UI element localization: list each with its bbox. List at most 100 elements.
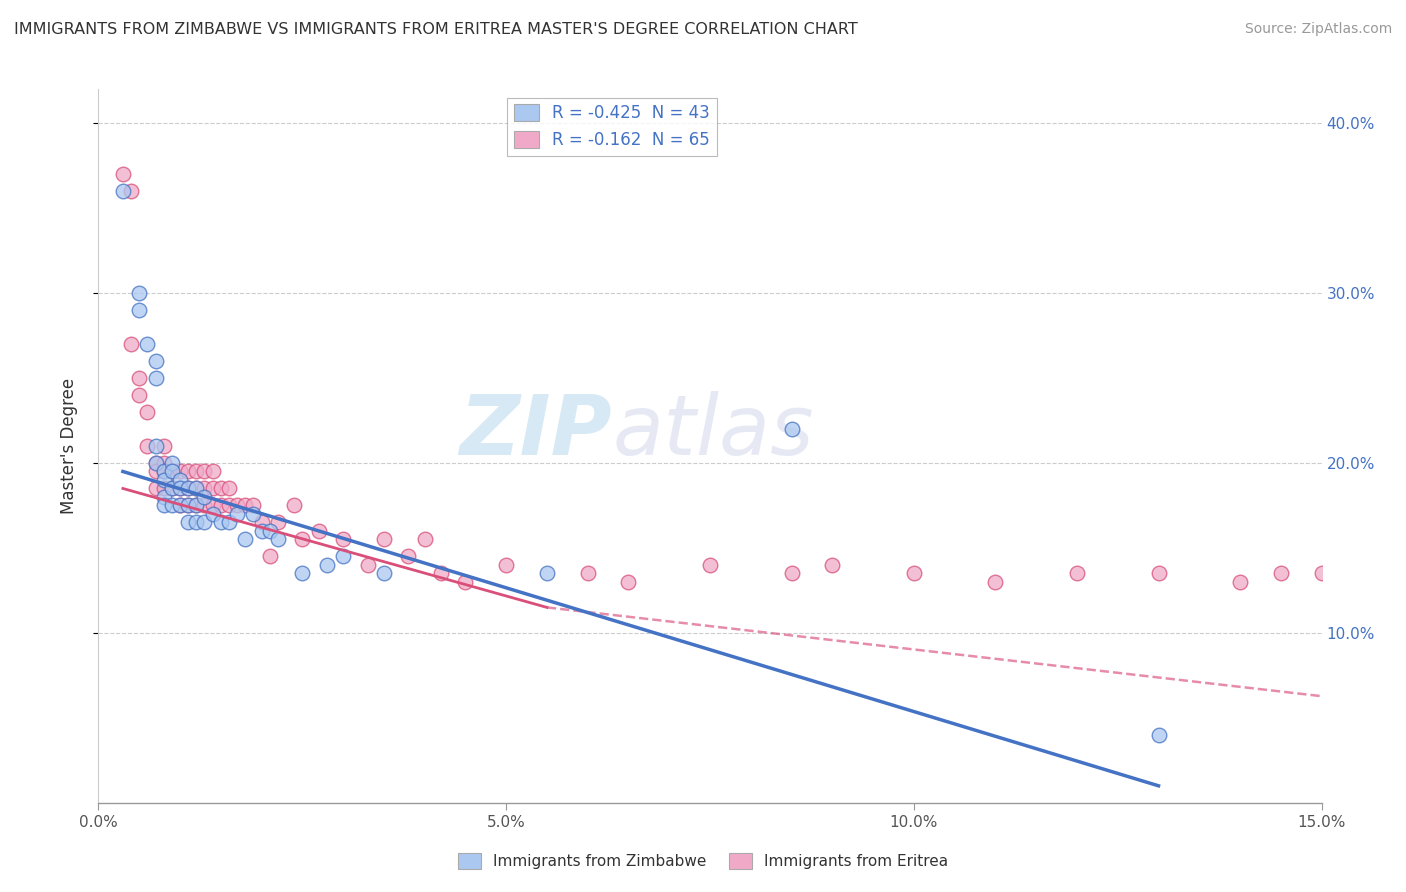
Point xyxy=(201,465,224,479)
Point xyxy=(186,499,208,513)
Point xyxy=(308,524,330,538)
Point xyxy=(111,167,134,181)
Point xyxy=(152,439,174,453)
Point xyxy=(177,516,200,530)
Point xyxy=(186,516,208,530)
Point xyxy=(145,482,167,496)
Point xyxy=(193,482,215,496)
Point xyxy=(283,499,305,513)
Point xyxy=(430,566,453,581)
Point xyxy=(111,184,134,198)
Point xyxy=(903,566,925,581)
Point xyxy=(201,507,224,521)
Point xyxy=(145,456,167,470)
Point xyxy=(1270,566,1292,581)
Point xyxy=(177,499,200,513)
Point xyxy=(128,303,150,318)
Point xyxy=(186,482,208,496)
Point xyxy=(160,456,183,470)
Point xyxy=(356,558,378,572)
Point xyxy=(152,465,174,479)
Point xyxy=(242,507,264,521)
Point xyxy=(495,558,517,572)
Point xyxy=(291,566,314,581)
Point xyxy=(233,533,256,547)
Point xyxy=(780,422,803,436)
Point xyxy=(120,184,142,198)
Point xyxy=(1229,574,1251,589)
Point xyxy=(152,473,174,487)
Point xyxy=(1066,566,1088,581)
Point xyxy=(780,566,803,581)
Point xyxy=(136,439,159,453)
Text: Source: ZipAtlas.com: Source: ZipAtlas.com xyxy=(1244,22,1392,37)
Point xyxy=(332,533,354,547)
Point xyxy=(145,354,167,368)
Point xyxy=(177,482,200,496)
Point xyxy=(315,558,337,572)
Point xyxy=(186,482,208,496)
Point xyxy=(136,405,159,419)
Point xyxy=(193,465,215,479)
Point xyxy=(160,499,183,513)
Point xyxy=(177,499,200,513)
Point xyxy=(169,465,191,479)
Point xyxy=(984,574,1007,589)
Point xyxy=(242,499,264,513)
Point xyxy=(821,558,844,572)
Point xyxy=(209,516,232,530)
Point xyxy=(145,456,167,470)
Point xyxy=(1351,634,1374,648)
Point xyxy=(177,465,200,479)
Point xyxy=(373,533,395,547)
Point xyxy=(576,566,599,581)
Point xyxy=(1310,566,1333,581)
Point xyxy=(536,566,558,581)
Point xyxy=(332,549,354,564)
Y-axis label: Master's Degree: Master's Degree xyxy=(59,378,77,514)
Point xyxy=(136,337,159,351)
Point xyxy=(169,499,191,513)
Point xyxy=(218,482,240,496)
Point xyxy=(160,482,183,496)
Point xyxy=(250,524,273,538)
Point xyxy=(193,490,215,504)
Point xyxy=(699,558,721,572)
Point xyxy=(169,473,191,487)
Point xyxy=(267,516,290,530)
Point xyxy=(413,533,436,547)
Legend: Immigrants from Zimbabwe, Immigrants from Eritrea: Immigrants from Zimbabwe, Immigrants fro… xyxy=(451,847,955,875)
Point xyxy=(250,516,273,530)
Point xyxy=(145,465,167,479)
Point xyxy=(1147,566,1170,581)
Point xyxy=(218,516,240,530)
Point xyxy=(193,516,215,530)
Point xyxy=(152,456,174,470)
Point xyxy=(169,499,191,513)
Point xyxy=(152,465,174,479)
Point xyxy=(373,566,395,581)
Point xyxy=(454,574,477,589)
Point xyxy=(233,499,256,513)
Point xyxy=(169,482,191,496)
Point xyxy=(209,482,232,496)
Text: IMMIGRANTS FROM ZIMBABWE VS IMMIGRANTS FROM ERITREA MASTER'S DEGREE CORRELATION : IMMIGRANTS FROM ZIMBABWE VS IMMIGRANTS F… xyxy=(14,22,858,37)
Point xyxy=(160,465,183,479)
Point xyxy=(186,465,208,479)
Text: ZIP: ZIP xyxy=(460,392,612,472)
Point xyxy=(145,439,167,453)
Point xyxy=(226,499,249,513)
Point xyxy=(169,482,191,496)
Point xyxy=(201,482,224,496)
Point xyxy=(160,465,183,479)
Point xyxy=(186,499,208,513)
Point xyxy=(226,507,249,521)
Point xyxy=(396,549,419,564)
Point xyxy=(218,499,240,513)
Point xyxy=(128,286,150,301)
Point xyxy=(128,371,150,385)
Point xyxy=(209,499,232,513)
Point xyxy=(177,482,200,496)
Point xyxy=(617,574,640,589)
Point xyxy=(193,499,215,513)
